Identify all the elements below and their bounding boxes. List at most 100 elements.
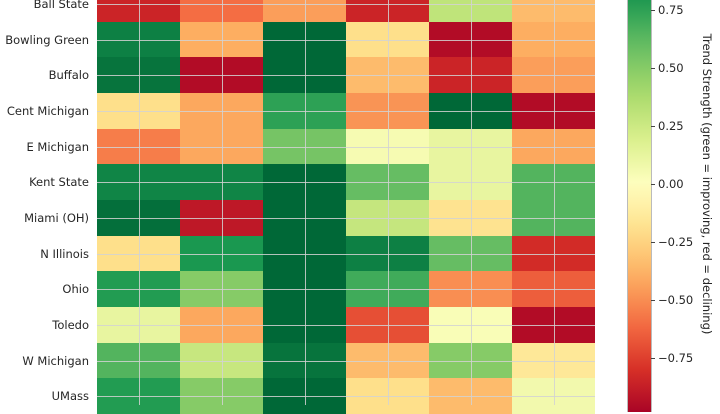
row-label: Ball State (33, 0, 89, 11)
row-label: N Illinois (40, 246, 89, 261)
row-label: E Michigan (26, 139, 89, 154)
heatmap-cell (97, 0, 180, 22)
heatmap-cell (429, 0, 512, 22)
row-label: Bowling Green (5, 32, 89, 47)
heatmap-cell (180, 128, 263, 165)
heatmap-grid (97, 0, 595, 414)
colorbar-tick-label: −0.75 (658, 351, 694, 365)
heatmap-cell (263, 307, 346, 343)
heatmap-cell (429, 93, 512, 129)
heatmap-cell (97, 342, 180, 379)
heatmap-cell (97, 307, 180, 343)
heatmap-cell (97, 21, 180, 58)
heatmap-cell (263, 0, 346, 22)
heatmap-cell (97, 128, 180, 165)
colorbar-tick-label: 0.25 (658, 119, 684, 133)
heatmap-cell (180, 342, 263, 379)
heatmap-cell (512, 93, 595, 129)
colorbar-tick (651, 126, 655, 127)
colorbar-label: Trend Strength (green = improving, red =… (700, 33, 714, 335)
heatmap-cell (512, 164, 595, 200)
colorbar-tick-label: 0.00 (658, 177, 684, 191)
heatmap-cell (263, 93, 346, 129)
heatmap-cell (263, 57, 346, 93)
heatmap-cell (512, 378, 595, 414)
heatmap-cell (346, 164, 429, 200)
heatmap-cell (512, 307, 595, 343)
colorbar-tick (651, 10, 655, 11)
heatmap-cell (346, 0, 429, 22)
heatmap-cell (97, 93, 180, 129)
heatmap-cell (512, 235, 595, 272)
heatmap-cell (429, 342, 512, 379)
heatmap-cell (512, 200, 595, 236)
colorbar (627, 0, 652, 412)
heatmap-cell (97, 235, 180, 272)
colorbar-tick (651, 358, 655, 359)
heatmap-cell (429, 128, 512, 165)
heatmap-cell (263, 235, 346, 272)
heatmap-cell (429, 200, 512, 236)
heatmap-cell (512, 342, 595, 379)
heatmap-cell (346, 342, 429, 379)
heatmap-cell (346, 128, 429, 165)
heatmap-cell (429, 164, 512, 200)
heatmap-cell (512, 128, 595, 165)
row-label: Cent Michigan (6, 103, 89, 118)
heatmap-cell (429, 235, 512, 272)
heatmap-cell (346, 307, 429, 343)
heatmap-cell (263, 200, 346, 236)
row-label: Miami (OH) (24, 210, 89, 225)
heatmap-cell (429, 21, 512, 58)
row-label: Toledo (52, 317, 89, 332)
heatmap-cell (180, 0, 263, 22)
heatmap-cell (429, 271, 512, 307)
heatmap-cell (346, 200, 429, 236)
heatmap-cell (429, 307, 512, 343)
heatmap-cell (512, 0, 595, 22)
row-label: W Michigan (22, 353, 89, 368)
colorbar-tick (651, 184, 655, 185)
heatmap-cell (180, 235, 263, 272)
colorbar-tick-label: −0.25 (658, 235, 694, 249)
colorbar-tick-label: 0.75 (658, 3, 684, 17)
heatmap-cell (429, 57, 512, 93)
row-label: UMass (51, 389, 89, 404)
heatmap-cell (97, 164, 180, 200)
row-label: Kent State (29, 175, 89, 190)
colorbar-tick-label: 0.50 (658, 61, 684, 75)
colorbar-tick (651, 300, 655, 301)
heatmap-cell (263, 164, 346, 200)
heatmap-cell (97, 57, 180, 93)
heatmap-cell (180, 271, 263, 307)
heatmap-cell (180, 93, 263, 129)
heatmap-cell (180, 164, 263, 200)
heatmap-cell (97, 200, 180, 236)
heatmap-cell (180, 21, 263, 58)
heatmap-cell (429, 378, 512, 414)
heatmap-cell (97, 271, 180, 307)
heatmap-cell (263, 378, 346, 414)
row-label: Ohio (62, 282, 89, 297)
heatmap-cell (512, 21, 595, 58)
heatmap-cell (512, 57, 595, 93)
heatmap-cell (180, 57, 263, 93)
heatmap-cell (346, 271, 429, 307)
heatmap-cell (346, 93, 429, 129)
heatmap-cell (346, 57, 429, 93)
heatmap-cell (263, 21, 346, 58)
heatmap-cell (97, 378, 180, 414)
heatmap-cell (180, 200, 263, 236)
colorbar-tick (651, 68, 655, 69)
heatmap-cell (346, 21, 429, 58)
heatmap-cell (512, 271, 595, 307)
colorbar-tick (651, 242, 655, 243)
heatmap-cell (346, 235, 429, 272)
heatmap-cell (263, 128, 346, 165)
heatmap-cell (180, 307, 263, 343)
heatmap-cell (263, 342, 346, 379)
heatmap-cell (180, 378, 263, 414)
heatmap-cell (263, 271, 346, 307)
heatmap-cell (346, 378, 429, 414)
row-label: Buffalo (48, 68, 89, 83)
